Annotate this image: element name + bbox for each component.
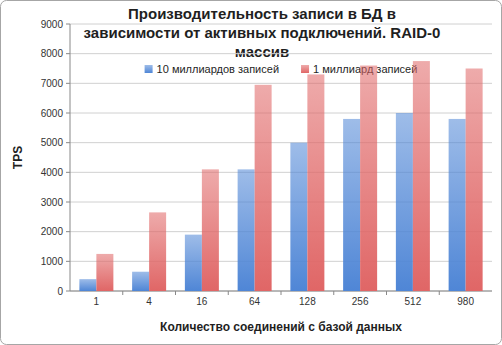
y-tick-label: 6000 [41,108,64,119]
legend-label: 10 миллиардов записей [157,63,279,75]
grid-line [70,24,492,25]
y-tick-label: 2000 [41,226,64,237]
y-tick [66,202,70,203]
bar [290,143,307,291]
bar [96,254,113,291]
y-tick [66,172,70,173]
y-tick [66,142,70,143]
x-tick [333,291,334,295]
y-tick [66,261,70,262]
x-tick-label: 16 [196,296,208,307]
legend-swatch [301,65,309,73]
x-tick-label: 1 [94,296,100,307]
bar [255,85,272,291]
y-tick [66,83,70,84]
x-tick-label: 512 [405,296,422,307]
y-tick-label: 9000 [41,19,64,30]
y-axis [70,24,71,291]
bar [79,279,96,291]
bar [185,235,202,291]
bar [449,119,466,291]
y-tick [66,53,70,54]
y-tick-label: 8000 [41,48,64,59]
x-tick-label: 256 [352,296,369,307]
x-tick [281,291,282,295]
bar [202,169,219,291]
x-axis-title: Количество соединений с базой данных [160,320,402,334]
grid-line [70,53,492,54]
x-tick [175,291,176,295]
x-tick [386,291,387,295]
x-tick [228,291,229,295]
title-line: Производительность записи в БД в [128,5,396,22]
title-line: зависимости от активных подключений. RAI… [84,24,441,41]
y-tick-label: 1000 [41,256,64,267]
x-tick-label: 128 [299,296,316,307]
x-tick-label: 64 [249,296,261,307]
y-tick [66,24,70,25]
y-tick [66,231,70,232]
y-tick-label: 7000 [41,78,64,89]
title-line: массив [235,43,289,60]
y-tick-label: 0 [57,286,63,297]
bar [360,66,377,291]
y-tick-label: 4000 [41,167,64,178]
bar [466,69,483,292]
bar [307,74,324,291]
x-tick-label: 980 [457,296,474,307]
bar [396,113,413,291]
bar [413,61,430,291]
title: Производительность записи в БД в зависимо… [84,5,441,60]
legend-swatch [145,65,153,73]
y-tick [66,113,70,114]
y-tick [66,291,70,292]
bar [238,169,255,291]
bar [149,212,166,291]
y-axis-title: TPS [11,146,25,169]
bar [132,272,149,291]
bar [343,119,360,291]
x-tick [122,291,123,295]
bars [79,61,482,291]
x-tick-label: 4 [146,296,152,307]
y-tick-label: 5000 [41,137,64,148]
chart: Производительность записи в БД в зависимо… [0,0,502,345]
x-tick [439,291,440,295]
frame [1,1,502,345]
y-tick-label: 3000 [41,197,64,208]
